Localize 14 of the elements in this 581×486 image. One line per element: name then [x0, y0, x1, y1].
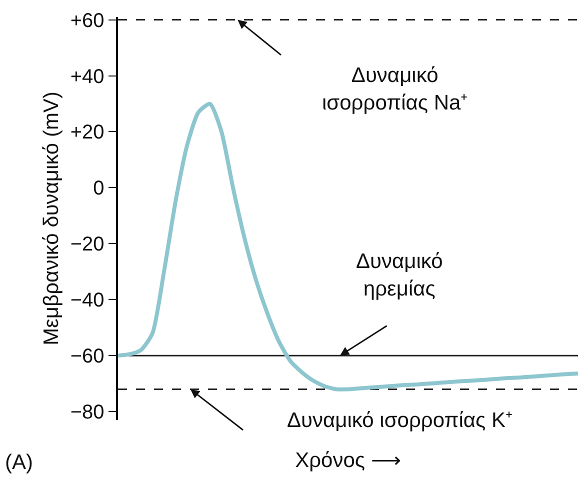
- y-axis-title: Μεμβρανικό δυναμικό (mV): [40, 92, 63, 346]
- ref-line-label: Δυναμικό ισορροπίας K⁺: [287, 409, 513, 432]
- ref-line-label: Δυναμικό ηρεμίας: [356, 250, 443, 300]
- y-tick-label: −80: [70, 402, 104, 424]
- y-tick-label: −20: [70, 234, 104, 256]
- ref-line-label: Δυναμικό ισορροπίας Na⁺: [322, 64, 468, 114]
- y-tick-label: 0: [93, 178, 104, 200]
- y-tick-label: +40: [70, 66, 104, 88]
- y-tick-label: +20: [70, 122, 104, 144]
- y-tick-label: −40: [70, 290, 104, 312]
- y-tick-label: −60: [70, 346, 104, 368]
- y-tick-label: +60: [70, 10, 104, 32]
- text: (A): [5, 451, 33, 474]
- x-axis-title: Χρόνος ⟶: [295, 449, 401, 472]
